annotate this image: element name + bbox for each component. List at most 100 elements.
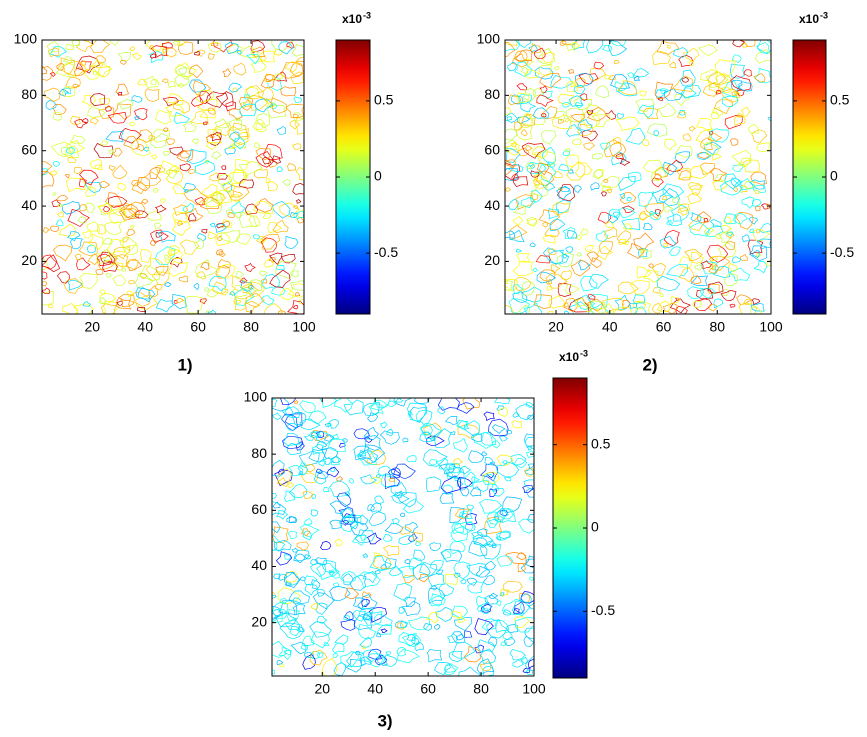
contour-line	[505, 167, 519, 181]
contour-line	[573, 294, 596, 311]
contour-line	[532, 267, 538, 273]
contour-line	[334, 539, 343, 547]
contour-line	[654, 89, 666, 98]
contour-line	[344, 587, 360, 600]
contour-line	[153, 222, 162, 230]
contour-line	[567, 229, 578, 239]
contour-line	[108, 164, 116, 172]
contour-line	[162, 127, 169, 133]
contour-line	[166, 92, 184, 106]
contour-line	[587, 293, 596, 300]
contour-line	[246, 95, 269, 111]
contour-line	[56, 57, 76, 76]
contour-line	[343, 614, 351, 621]
contour-line	[555, 199, 571, 213]
contour-line	[270, 97, 287, 114]
contour-line	[652, 50, 671, 66]
contour-line	[253, 200, 274, 214]
contour-line	[67, 208, 90, 227]
contour-line	[428, 593, 446, 607]
contour-line	[379, 430, 400, 445]
contour-line	[434, 623, 441, 630]
contour-line	[338, 443, 346, 448]
y-tick-label: 80	[484, 86, 500, 102]
contour-line	[93, 71, 98, 76]
contour-line	[586, 251, 599, 263]
colorbar-tick-label: -0.5	[374, 244, 398, 260]
contour-line	[720, 178, 743, 196]
contour-line	[117, 300, 124, 306]
contour-line	[529, 576, 534, 581]
contour-line	[515, 194, 534, 210]
contour-line	[118, 294, 135, 307]
contour-line	[285, 103, 304, 119]
contour-line	[373, 613, 393, 627]
contour-line	[605, 221, 614, 229]
contour-line	[112, 254, 129, 268]
colorbar-tick-label: 0	[374, 168, 382, 184]
contour-line	[109, 40, 119, 46]
contour-line	[288, 465, 304, 476]
contour-line	[281, 413, 299, 432]
contour-line	[744, 180, 756, 190]
contour-field	[272, 398, 534, 676]
contour-line	[493, 487, 505, 497]
contour-line	[173, 204, 189, 216]
contour-line	[752, 249, 761, 258]
contour-line	[65, 177, 85, 193]
contour-line	[618, 207, 636, 219]
contour-line	[65, 145, 79, 159]
contour-line	[523, 69, 540, 79]
contour-line	[154, 109, 173, 125]
contour-line	[736, 294, 753, 306]
contour-line	[664, 138, 677, 151]
contour-line	[504, 636, 516, 646]
contour-line	[464, 471, 476, 488]
contour-line	[42, 281, 48, 287]
contour-line	[444, 416, 458, 426]
axes-box	[504, 39, 772, 315]
contour-line	[259, 238, 265, 243]
contour-line	[167, 245, 181, 256]
contour-line	[550, 74, 574, 89]
contour-line	[642, 138, 649, 147]
contour-line	[275, 510, 288, 520]
contour-line	[662, 183, 685, 199]
contour-line	[144, 88, 160, 103]
contour-line	[740, 106, 751, 117]
y-tick-label: 60	[21, 141, 37, 157]
contour-line	[513, 616, 530, 629]
contour-line	[150, 79, 158, 86]
contour-line	[700, 260, 713, 270]
contour-line	[250, 46, 266, 58]
contour-line	[113, 103, 132, 120]
contour-line	[329, 519, 343, 530]
contour-line	[414, 642, 424, 652]
contour-line	[505, 107, 512, 116]
contour-line	[334, 634, 349, 646]
contour-line	[136, 144, 144, 152]
contour-line	[441, 550, 452, 560]
contour-line	[288, 484, 308, 498]
contour-line	[210, 42, 219, 47]
contour-line	[199, 108, 216, 119]
contour-line	[255, 122, 264, 131]
contour-line	[707, 133, 723, 143]
contour-line	[362, 553, 368, 559]
contour-line	[145, 40, 169, 52]
contour-line	[449, 506, 465, 523]
contour-line	[52, 192, 57, 196]
contour-line	[546, 285, 553, 291]
contour-line	[131, 95, 143, 103]
contour-line	[419, 431, 436, 443]
contour-line	[291, 71, 304, 84]
contour-line	[505, 159, 516, 169]
contour-line	[712, 265, 731, 278]
contour-line	[523, 479, 534, 491]
contour-line	[454, 521, 474, 535]
contour-line	[730, 63, 745, 79]
contour-line	[109, 208, 126, 224]
contour-line	[741, 234, 751, 242]
contour-line	[681, 87, 697, 99]
contour-line	[666, 44, 671, 50]
